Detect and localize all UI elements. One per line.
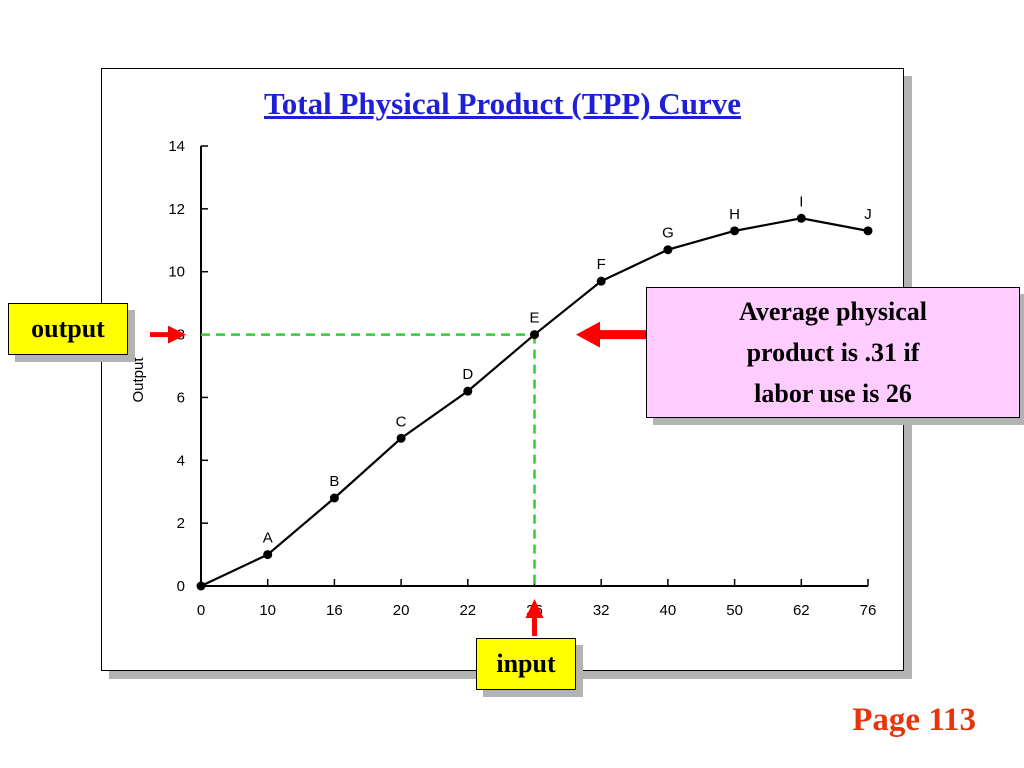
tick-labels: 02468101214010162022263240506276	[168, 138, 876, 619]
callout-line-3: labor use is 26	[754, 379, 912, 408]
point-labels: A B C D E F G H I J	[263, 193, 872, 546]
tpp-series	[196, 213, 873, 591]
average-product-callout: Average physical product is .31 if labor…	[646, 287, 1020, 418]
data-point	[196, 581, 206, 591]
data-point	[663, 245, 673, 255]
x-tick-label: 20	[393, 602, 410, 619]
point-label: E	[529, 310, 539, 327]
arrows	[150, 321, 646, 636]
y-axis-label: Output	[130, 357, 147, 403]
x-tick-label: 76	[860, 602, 877, 619]
data-point	[596, 276, 606, 286]
data-point	[730, 226, 740, 236]
x-tick-label: 50	[726, 602, 743, 619]
data-point	[863, 226, 873, 236]
point-label: C	[396, 413, 407, 430]
output-arrow-head	[168, 325, 186, 344]
point-label: D	[462, 366, 473, 383]
point-label: F	[597, 256, 606, 273]
x-tick-label: 40	[660, 602, 677, 619]
y-tick-label: 2	[177, 515, 185, 532]
callout-line-2: product is .31 if	[746, 338, 920, 367]
chart-title: Total Physical Product (TPP) Curve	[263, 86, 742, 121]
y-tick-label: 0	[177, 578, 185, 595]
page-number: Page 113	[852, 702, 976, 738]
point-label: H	[729, 206, 740, 223]
point-label: I	[799, 193, 803, 210]
data-point	[396, 433, 406, 443]
y-tick-label: 12	[168, 201, 185, 218]
point-label: A	[263, 530, 273, 547]
y-tick-label: 4	[177, 452, 185, 469]
data-point	[329, 493, 339, 503]
data-point	[796, 213, 806, 223]
x-tick-label: 22	[459, 602, 476, 619]
y-tick-label: 6	[177, 389, 185, 406]
point-label: G	[662, 225, 674, 242]
point-label: J	[864, 206, 872, 223]
x-tick-label: 10	[259, 602, 276, 619]
x-tick-label: 16	[326, 602, 343, 619]
guide-lines	[201, 333, 536, 586]
callout-line-1: Average physical	[739, 297, 927, 326]
output-tag: output	[8, 303, 128, 355]
point-label: B	[329, 473, 339, 490]
y-tick-label: 14	[168, 138, 185, 155]
data-point	[530, 330, 539, 340]
data-point	[463, 386, 473, 396]
data-point	[263, 550, 273, 560]
x-tick-label: 32	[593, 602, 610, 619]
callout-arrow-head	[576, 321, 600, 348]
x-tick-label: 0	[197, 602, 205, 619]
x-tick-label: 62	[793, 602, 810, 619]
y-tick-label: 10	[168, 264, 185, 281]
input-arrow-head	[525, 599, 544, 618]
input-tag: input	[476, 638, 576, 690]
